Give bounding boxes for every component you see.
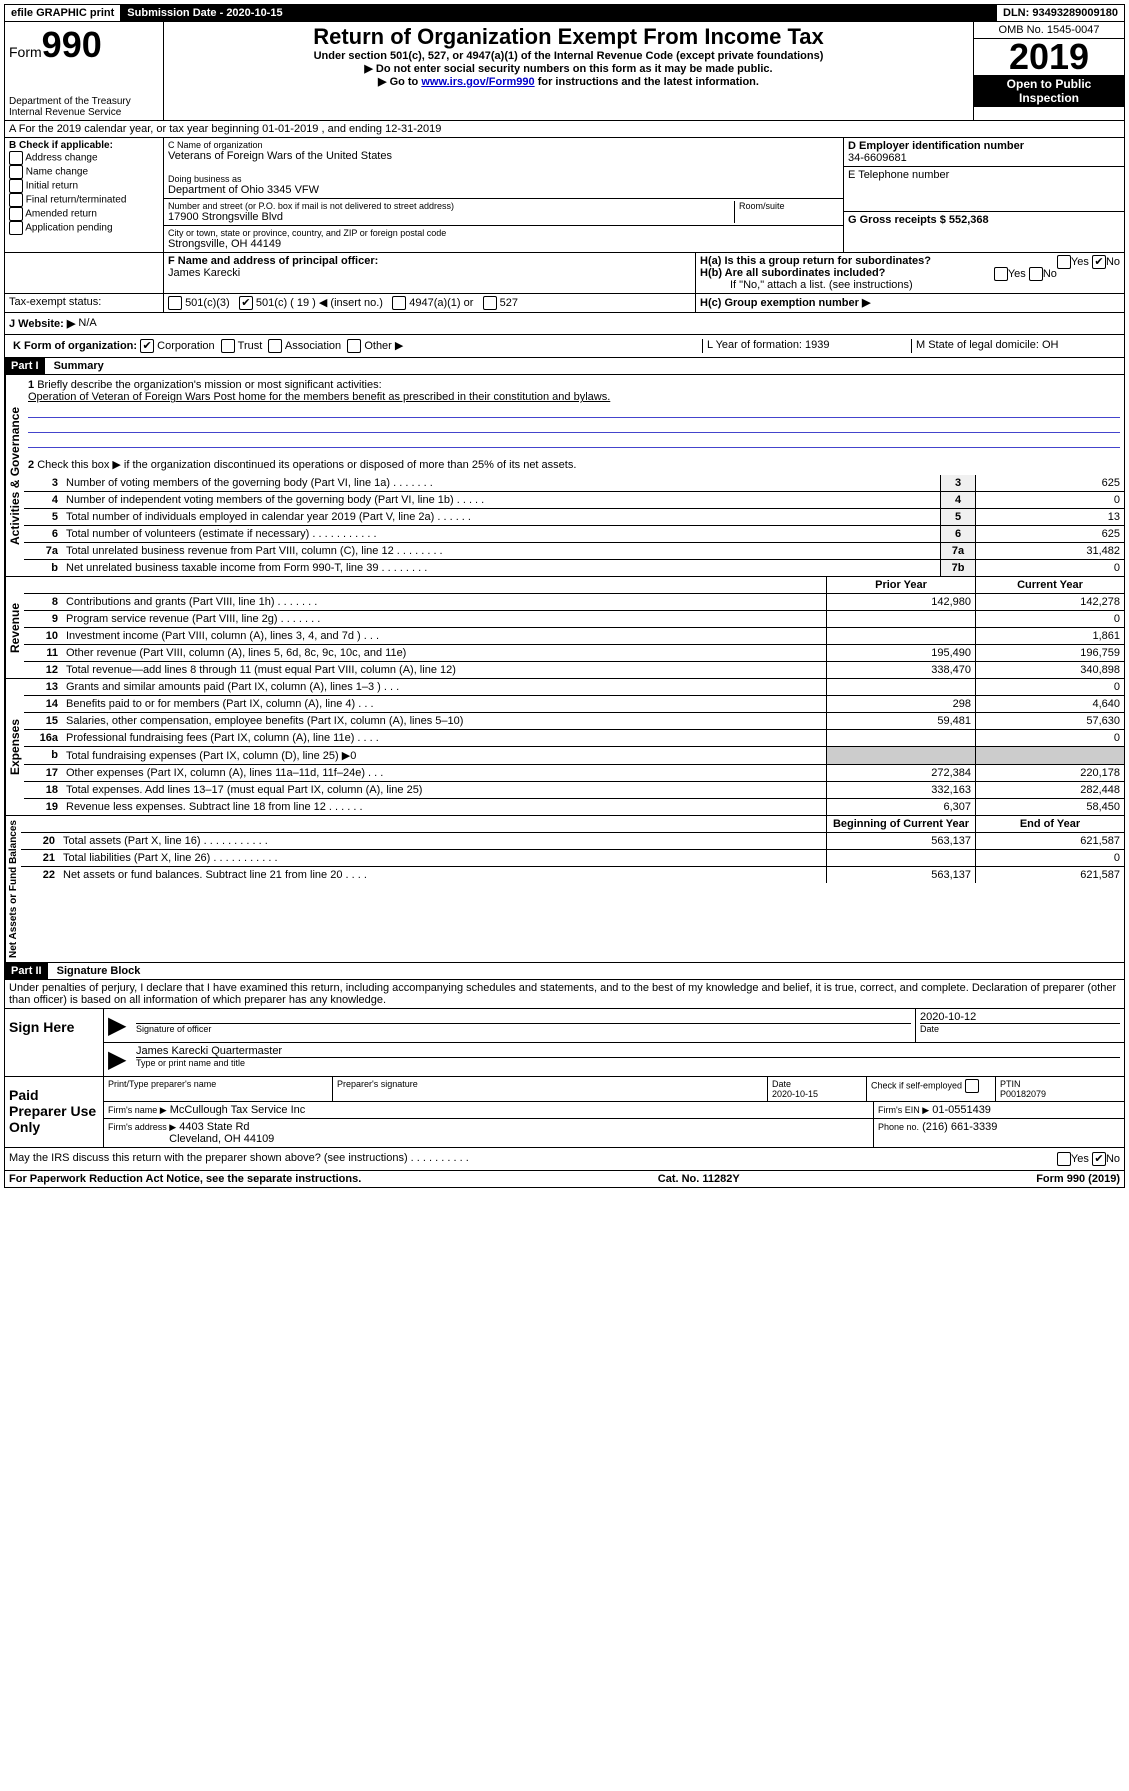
row-klm: K Form of organization: Corporation Trus… [4, 335, 1125, 358]
form-header: Form990 Department of the Treasury Inter… [4, 22, 1125, 121]
table-row: 20Total assets (Part X, line 16) . . . .… [21, 833, 1124, 850]
dln: DLN: 93493289009180 [997, 5, 1124, 21]
section-revenue: Revenue Prior Year Current Year 8Contrib… [4, 577, 1125, 679]
table-row: 17Other expenses (Part IX, column (A), l… [24, 765, 1124, 782]
table-row: 4Number of independent voting members of… [24, 492, 1124, 509]
col-c-org: C Name of organization Veterans of Forei… [164, 138, 844, 252]
table-row: 12Total revenue—add lines 8 through 11 (… [24, 662, 1124, 678]
table-row: bTotal fundraising expenses (Part IX, co… [24, 747, 1124, 765]
efile-label[interactable]: efile GRAPHIC print [5, 5, 121, 21]
col-de: D Employer identification number 34-6609… [844, 138, 1124, 252]
section-net-assets: Net Assets or Fund Balances Beginning of… [4, 816, 1125, 963]
org-dba: Department of Ohio 3345 VFW [168, 184, 839, 196]
table-row: 9Program service revenue (Part VIII, lin… [24, 611, 1124, 628]
org-city: Strongsville, OH 44149 [168, 238, 839, 250]
org-street: 17900 Strongsville Blvd [168, 211, 734, 223]
table-row: 5Total number of individuals employed in… [24, 509, 1124, 526]
footer: For Paperwork Reduction Act Notice, see … [4, 1171, 1125, 1188]
ein: 34-6609681 [848, 152, 907, 164]
table-row: 8Contributions and grants (Part VIII, li… [24, 594, 1124, 611]
table-row: 6Total number of volunteers (estimate if… [24, 526, 1124, 543]
form-number: Form990 [9, 24, 159, 66]
open-public: Open to Public Inspection [974, 75, 1124, 107]
section-expenses: Expenses 13Grants and similar amounts pa… [4, 679, 1125, 816]
table-row: 16aProfessional fundraising fees (Part I… [24, 730, 1124, 747]
row-j-website: J Website: ▶ N/A [4, 313, 1125, 335]
row-tax-exempt: Tax-exempt status: 501(c)(3) 501(c) ( 19… [4, 294, 1125, 313]
table-row: 7aTotal unrelated business revenue from … [24, 543, 1124, 560]
submission-date[interactable]: Submission Date - 2020-10-15 [121, 5, 289, 21]
table-row: 3Number of voting members of the governi… [24, 475, 1124, 492]
part1-header: Part I Summary [4, 358, 1125, 375]
org-name: Veterans of Foreign Wars of the United S… [168, 150, 839, 162]
form-title: Return of Organization Exempt From Incom… [172, 24, 965, 50]
table-row: 13Grants and similar amounts paid (Part … [24, 679, 1124, 696]
top-bar: efile GRAPHIC print Submission Date - 20… [4, 4, 1125, 22]
tax-year: 2019 [974, 39, 1124, 75]
table-row: 15Salaries, other compensation, employee… [24, 713, 1124, 730]
paid-preparer-section: Paid Preparer Use Only Print/Type prepar… [4, 1077, 1125, 1148]
table-row: 14Benefits paid to or for members (Part … [24, 696, 1124, 713]
mission: Operation of Veteran of Foreign Wars Pos… [28, 391, 610, 403]
form-note2: ▶ Go to www.irs.gov/Form990 for instruct… [172, 75, 965, 88]
row-a-period: A For the 2019 calendar year, or tax yea… [4, 121, 1125, 138]
sign-here-section: Sign Here ▶ Signature of officer 2020-10… [4, 1009, 1125, 1077]
table-row: 21Total liabilities (Part X, line 26) . … [21, 850, 1124, 867]
part2-header: Part II Signature Block [4, 963, 1125, 980]
info-grid: B Check if applicable: Address change Na… [4, 138, 1125, 253]
principal-officer: James Karecki [168, 267, 240, 279]
table-row: 18Total expenses. Add lines 13–17 (must … [24, 782, 1124, 799]
table-row: 19Revenue less expenses. Subtract line 1… [24, 799, 1124, 815]
col-b-checkboxes: B Check if applicable: Address change Na… [5, 138, 164, 252]
irs: Internal Revenue Service [9, 107, 159, 118]
form990-link[interactable]: www.irs.gov/Form990 [421, 76, 534, 88]
section-governance: Activities & Governance 1 Briefly descri… [4, 375, 1125, 577]
dept-treasury: Department of the Treasury [9, 96, 159, 107]
spacer [290, 5, 997, 21]
table-row: 11Other revenue (Part VIII, column (A), … [24, 645, 1124, 662]
discuss-row: May the IRS discuss this return with the… [4, 1148, 1125, 1171]
row-fh: F Name and address of principal officer:… [4, 253, 1125, 294]
table-row: 10Investment income (Part VIII, column (… [24, 628, 1124, 645]
gross-receipts: G Gross receipts $ 552,368 [848, 214, 989, 226]
perjury-statement: Under penalties of perjury, I declare th… [4, 980, 1125, 1009]
form-note1: ▶ Do not enter social security numbers o… [172, 62, 965, 75]
table-row: bNet unrelated business taxable income f… [24, 560, 1124, 576]
table-row: 22Net assets or fund balances. Subtract … [21, 867, 1124, 883]
form-subtitle: Under section 501(c), 527, or 4947(a)(1)… [172, 50, 965, 62]
